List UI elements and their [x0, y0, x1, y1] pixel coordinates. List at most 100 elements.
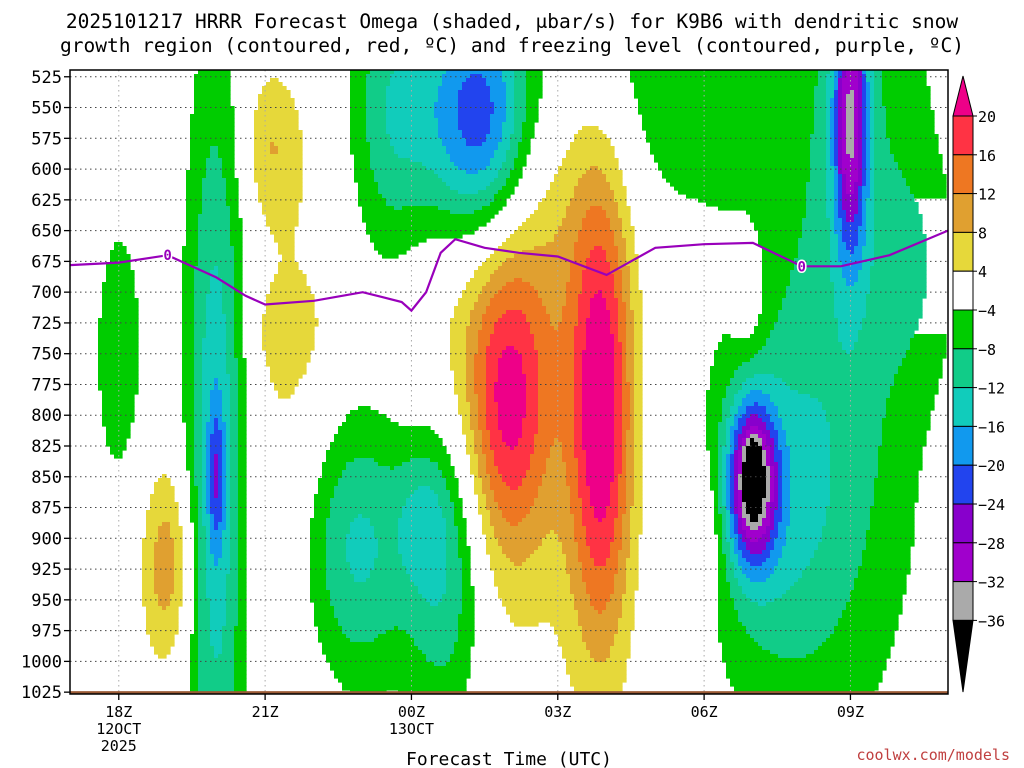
omega-cell: [474, 442, 483, 447]
omega-cell: [182, 266, 195, 271]
omega-cell: [778, 442, 787, 447]
omega-cell: [174, 542, 183, 547]
omega-cell: [826, 158, 831, 163]
omega-cell: [218, 422, 227, 427]
omega-cell: [670, 182, 807, 187]
omega-cell: [854, 146, 859, 151]
omega-cell: [482, 318, 499, 323]
omega-cell: [854, 182, 863, 187]
omega-cell: [182, 322, 195, 327]
omega-cell: [574, 342, 587, 347]
omega-cell: [722, 522, 727, 527]
omega-cell: [182, 306, 195, 311]
omega-cell: [862, 134, 867, 139]
omega-cell: [382, 194, 495, 199]
omega-cell: [614, 402, 623, 407]
omega-cell: [542, 474, 567, 479]
omega-cell: [486, 78, 503, 83]
omega-cell: [314, 506, 331, 511]
omega-cell: [466, 438, 475, 443]
omega-cell: [458, 634, 475, 639]
omega-cell: [626, 330, 635, 335]
omega-cell: [526, 78, 543, 83]
omega-cell: [870, 510, 915, 515]
omega-cell: [706, 422, 719, 427]
omega-cell: [822, 402, 887, 407]
omega-cell: [614, 338, 619, 343]
omega-cell: [826, 206, 835, 211]
omega-cell: [206, 566, 231, 571]
omega-cell: [770, 534, 779, 539]
omega-cell: [718, 438, 727, 443]
omega-cell: [874, 250, 927, 255]
omega-cell: [398, 534, 447, 539]
omega-cell: [226, 514, 231, 519]
omega-cell: [734, 442, 739, 447]
omega-cell: [774, 446, 779, 451]
omega-cell: [782, 418, 827, 423]
colorbar-top-arrow: [952, 75, 974, 117]
omega-cell: [550, 314, 563, 319]
omega-cell: [742, 590, 787, 595]
omega-cell: [590, 302, 607, 307]
omega-cell: [842, 74, 847, 79]
omega-cell: [610, 218, 623, 223]
omega-cell: [858, 82, 863, 87]
omega-cell: [834, 90, 839, 95]
omega-cell: [226, 614, 239, 619]
omega-cell: [362, 210, 451, 215]
omega-cell: [842, 154, 851, 159]
omega-cell: [198, 234, 231, 239]
omega-cell: [622, 354, 627, 359]
omega-cell: [566, 566, 583, 571]
omega-cell: [634, 322, 643, 327]
omega-cell: [570, 574, 583, 579]
omega-cell: [206, 174, 223, 179]
omega-cell: [854, 122, 859, 127]
omega-cell: [726, 538, 735, 543]
omega-cell: [622, 346, 627, 351]
omega-cell: [146, 618, 179, 623]
omega-cell: [838, 110, 843, 115]
omega-cell: [506, 310, 523, 315]
omega-cell: [202, 430, 207, 435]
omega-cell: [622, 342, 627, 347]
omega-cell: [738, 422, 747, 427]
omega-cell: [838, 158, 843, 163]
omega-cell: [838, 146, 843, 151]
omega-cell: [790, 458, 831, 463]
omega-cell: [738, 486, 743, 491]
omega-cell: [622, 230, 635, 235]
omega-cell: [506, 118, 515, 123]
omega-cell: [194, 322, 207, 327]
omega-cell: [614, 466, 623, 471]
omega-cell: [862, 246, 875, 251]
omega-cell: [154, 490, 175, 495]
omega-cell: [350, 638, 375, 643]
y-tick-label: 600: [31, 160, 62, 180]
omega-cell: [222, 494, 227, 499]
omega-cell: [186, 446, 195, 451]
omega-cell: [586, 322, 611, 327]
omega-cell: [874, 94, 883, 99]
omega-cell: [626, 366, 635, 371]
omega-cell: [718, 570, 727, 575]
omega-cell: [226, 478, 231, 483]
omega-cell: [562, 310, 579, 315]
omega-cell: [238, 558, 247, 563]
omega-cell: [718, 502, 723, 507]
omega-cell: [206, 554, 215, 559]
omega-cell: [790, 490, 831, 495]
omega-cell: [854, 214, 863, 219]
omega-cell: [498, 358, 523, 363]
omega-cell: [470, 402, 479, 407]
omega-cell: [154, 542, 175, 547]
omega-cell: [266, 222, 299, 227]
omega-cell: [782, 594, 851, 599]
omega-cell: [862, 74, 867, 79]
omega-cell: [774, 518, 783, 523]
omega-cell: [102, 282, 135, 287]
omega-cell: [398, 526, 447, 531]
omega-cell: [866, 214, 875, 219]
omega-cell: [486, 410, 499, 415]
